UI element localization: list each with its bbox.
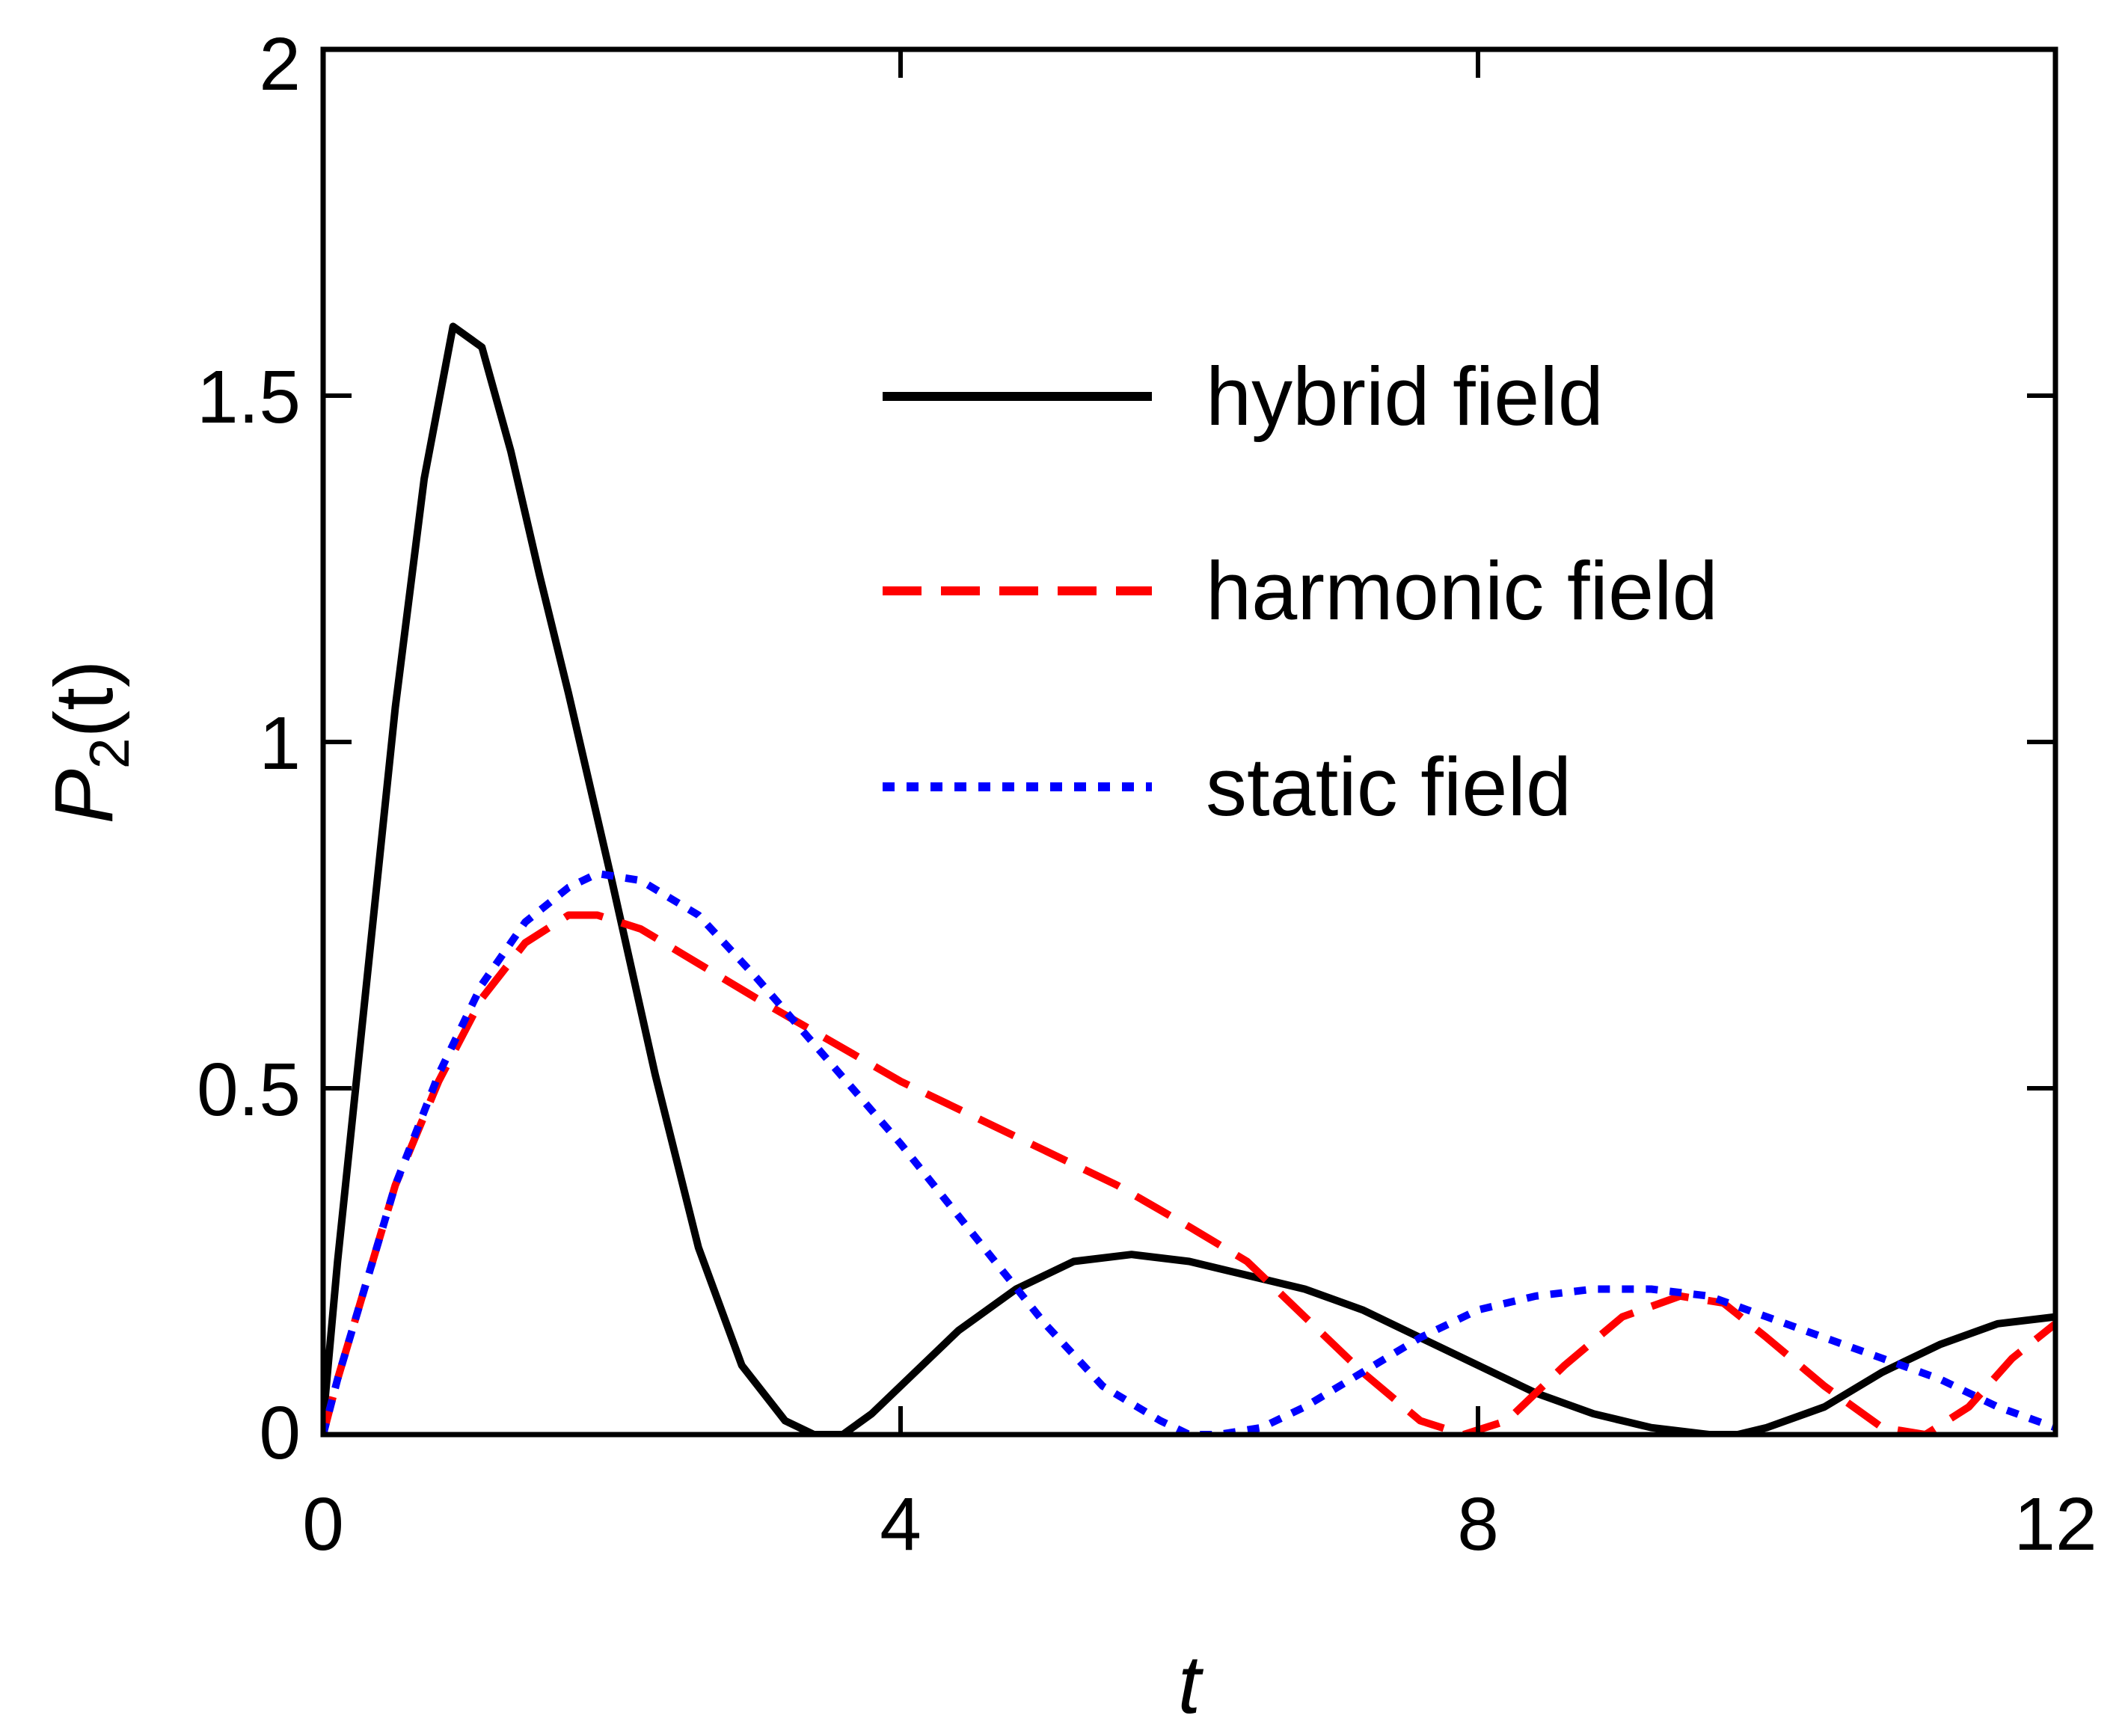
x-tick-label-0: 0 bbox=[302, 1482, 344, 1566]
x-tick-label-2: 8 bbox=[1457, 1482, 1499, 1566]
y-axis-title-suffix: (t) bbox=[38, 660, 130, 738]
series-line-1 bbox=[323, 322, 2055, 1435]
series-line-2 bbox=[323, 911, 2055, 1435]
x-tick-label-1: 4 bbox=[880, 1482, 922, 1566]
y-tick-label-1: 0.5 bbox=[197, 1048, 301, 1132]
y-tick-label-4: 2 bbox=[259, 22, 301, 106]
series-layer bbox=[323, 322, 2055, 1435]
legend-label-1: hybrid field bbox=[1206, 351, 1604, 443]
series-line-3 bbox=[323, 869, 2055, 1435]
x-axis-title: t bbox=[1178, 1639, 1204, 1731]
y-axis-title-main: P bbox=[38, 769, 130, 823]
y-tick-label-3: 1.5 bbox=[197, 355, 301, 439]
legend-label-3: static field bbox=[1206, 741, 1571, 833]
legend: hybrid field harmonic field static field bbox=[883, 351, 1718, 833]
axis-tick-labels: 0 4 8 12 0 0.5 1 1.5 2 bbox=[197, 22, 2097, 1566]
y-axis-title-subscript: 2 bbox=[78, 737, 141, 769]
legend-label-2: harmonic field bbox=[1206, 545, 1718, 637]
y-tick-label-0: 0 bbox=[259, 1391, 301, 1475]
y-tick-label-2: 1 bbox=[259, 702, 301, 785]
y-axis-title: P2(t) bbox=[38, 660, 141, 824]
axis-ticks bbox=[321, 47, 2058, 1437]
x-tick-label-3: 12 bbox=[2014, 1482, 2097, 1566]
